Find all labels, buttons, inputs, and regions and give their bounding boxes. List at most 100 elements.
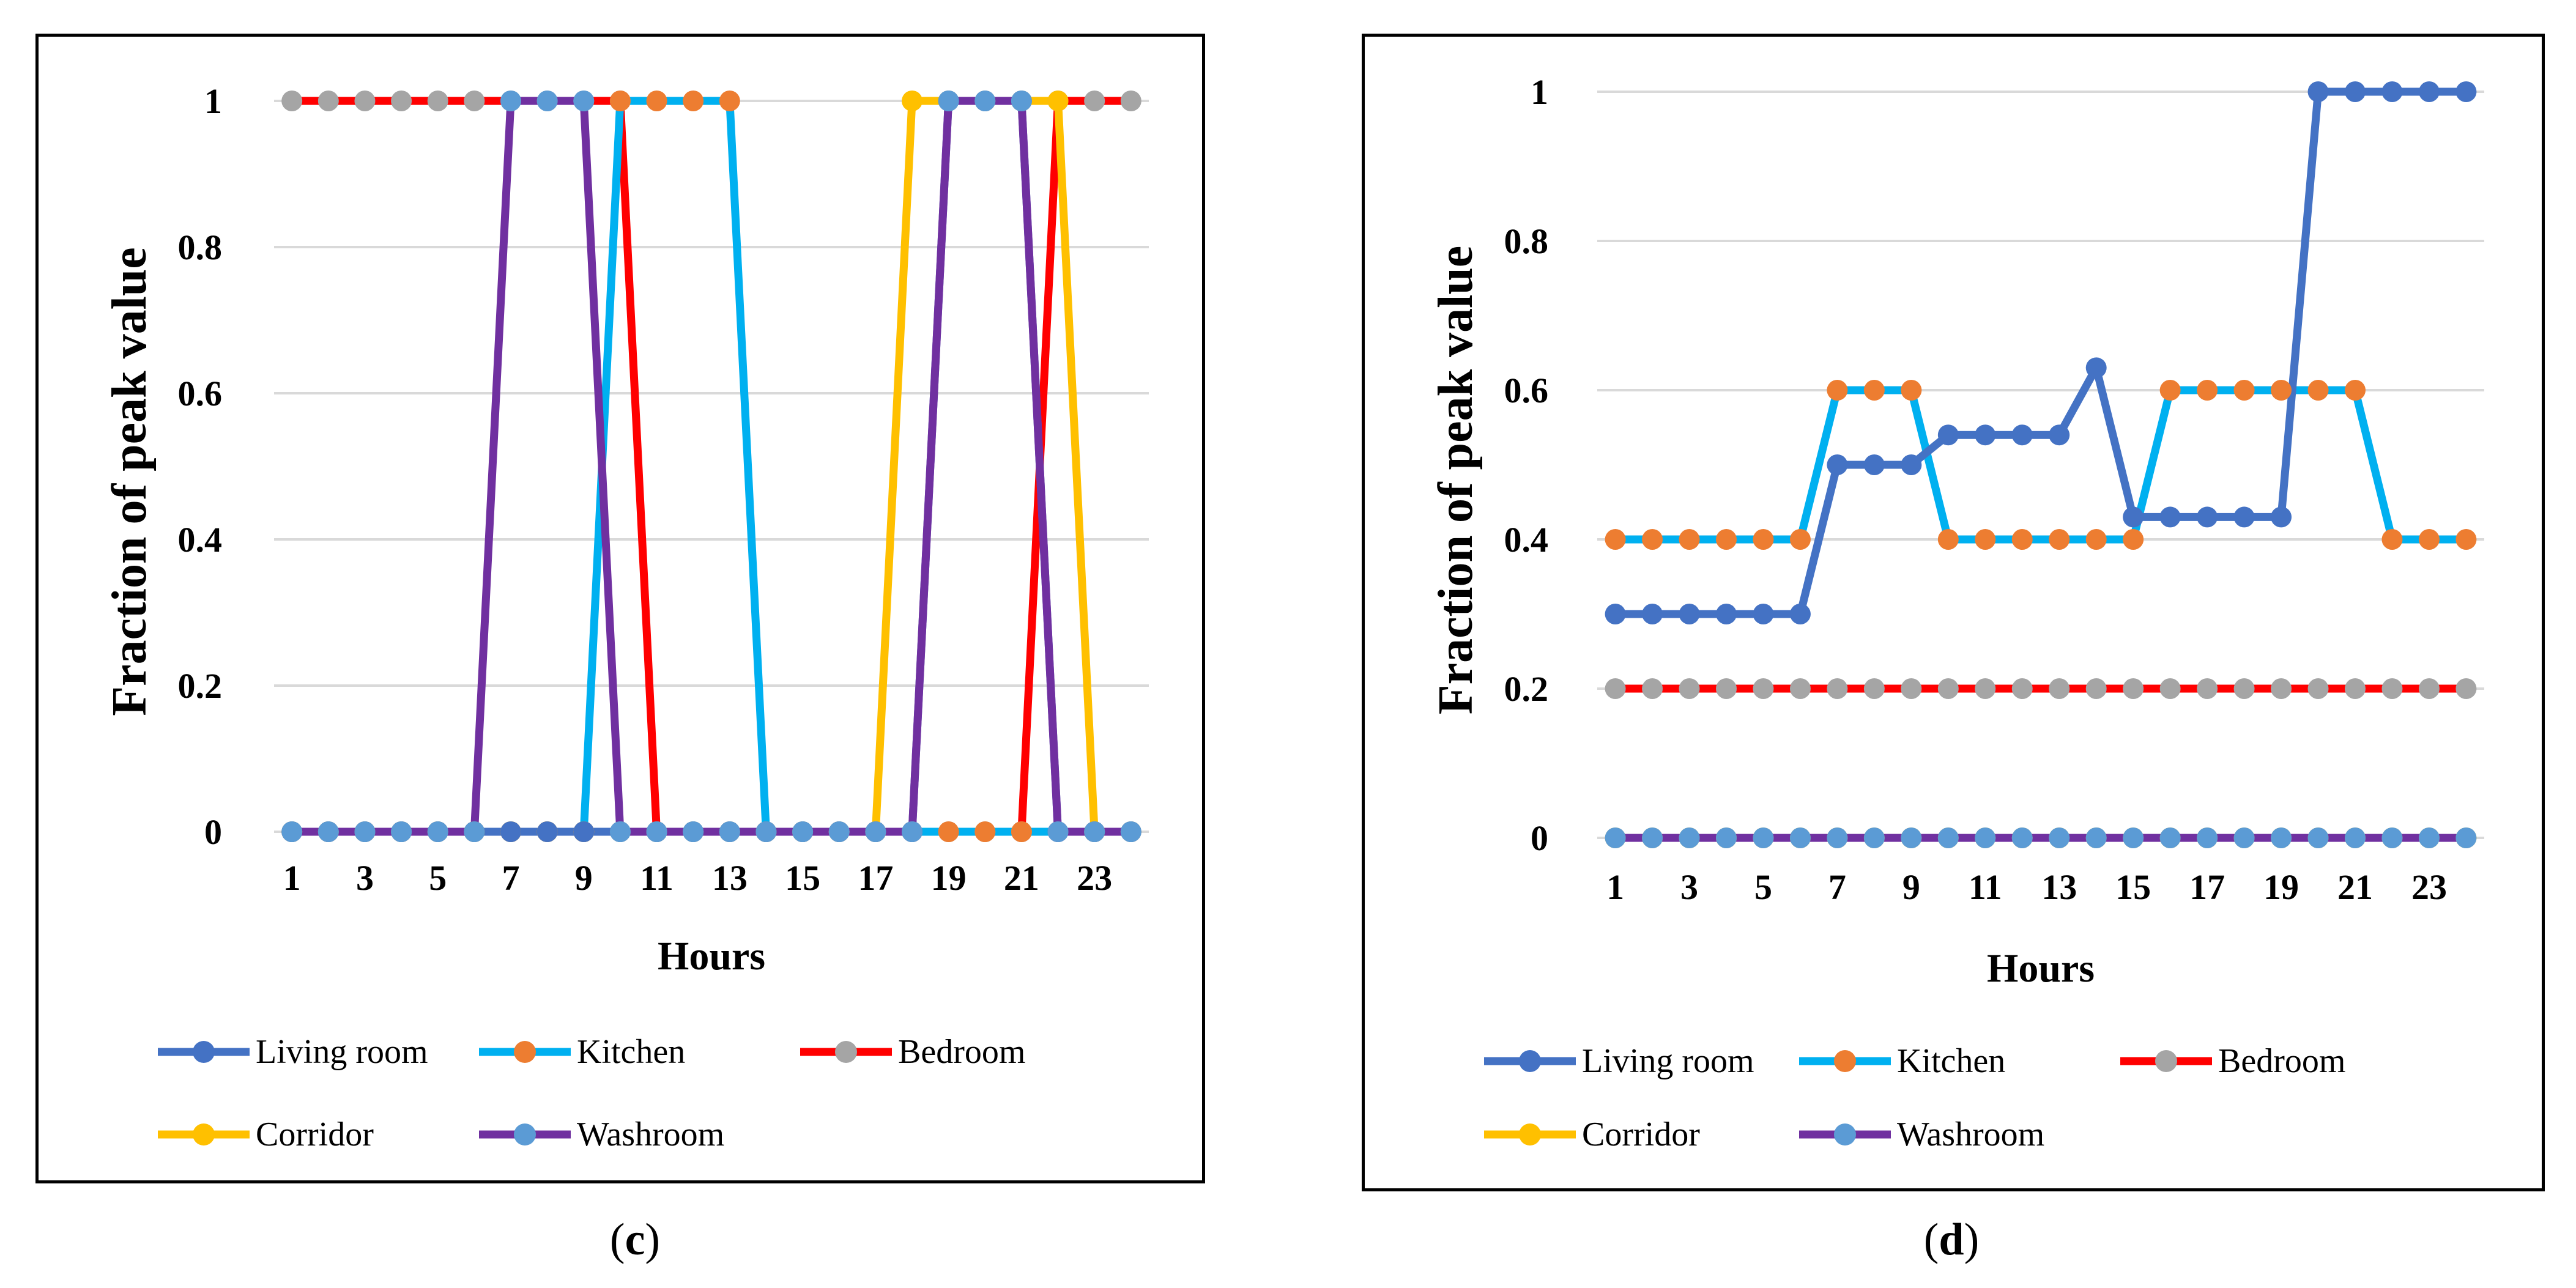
point-washroom [1679, 827, 1700, 848]
legend-label-kitchen: Kitchen [577, 1033, 685, 1071]
point-kitchen [2159, 380, 2181, 401]
legend-label-living-room: Living room [1582, 1042, 1754, 1080]
point-kitchen [719, 91, 740, 111]
point-living-room [1642, 604, 1663, 624]
legend-label-living-room: Living room [256, 1033, 428, 1071]
legend-marker-washroom [1834, 1123, 1856, 1146]
x-tick-label: 3 [356, 858, 374, 898]
point-washroom [2011, 827, 2033, 848]
point-living-room [573, 821, 595, 842]
point-bedroom [1827, 678, 1848, 699]
point-bedroom [2307, 678, 2329, 699]
y-axis-title: Fraction of peak value [103, 247, 157, 716]
point-kitchen [2307, 380, 2329, 401]
point-washroom [2307, 827, 2329, 848]
point-kitchen [2049, 529, 2070, 550]
point-kitchen [2011, 529, 2033, 550]
point-living-room [1679, 604, 1700, 624]
x-tick-label: 11 [1969, 867, 2002, 907]
point-living-room [2233, 506, 2255, 528]
point-washroom [609, 821, 631, 842]
point-bedroom [2085, 678, 2107, 699]
point-bedroom [2455, 678, 2477, 699]
chart-panel-c: 0 0.2 0.4 0.6 0.8 1 1 3 5 7 9 11 13 15 17 19 21 23 Hours Fr… [35, 34, 1205, 1183]
point-corridor [1047, 91, 1069, 111]
point-washroom [828, 821, 850, 842]
caption-c: (c) [609, 1215, 661, 1265]
point-living-room [2418, 81, 2440, 102]
point-bedroom [391, 91, 412, 111]
point-living-room [2197, 506, 2218, 528]
point-washroom [2159, 827, 2181, 848]
y-tick-label: 0.2 [1504, 669, 1549, 709]
point-living-room [2159, 506, 2181, 528]
point-bedroom [2271, 678, 2292, 699]
point-bedroom [1120, 91, 1141, 111]
point-bedroom [317, 91, 339, 111]
point-washroom [2381, 827, 2403, 848]
x-tick-label: 9 [1902, 867, 1920, 907]
point-living-room [500, 821, 522, 842]
x-axis-title: Hours [1987, 946, 2095, 991]
point-living-room [1716, 604, 1737, 624]
point-living-room [2271, 506, 2292, 528]
y-tick-label: 0.4 [1504, 520, 1549, 560]
x-tick-label: 9 [575, 858, 593, 898]
point-living-room [2381, 81, 2403, 102]
point-washroom [646, 821, 667, 842]
point-washroom [317, 821, 339, 842]
point-kitchen [2271, 380, 2292, 401]
x-tick-label: 13 [2041, 867, 2077, 907]
x-tick-label: 23 [2411, 867, 2447, 907]
y-tick-label: 0.4 [178, 520, 223, 560]
point-washroom [2418, 827, 2440, 848]
point-living-room [2455, 81, 2477, 102]
point-washroom [2197, 827, 2218, 848]
point-kitchen [2123, 529, 2144, 550]
point-washroom [1827, 827, 1848, 848]
point-kitchen [1642, 529, 1663, 550]
point-kitchen [2197, 380, 2218, 401]
chart-panel-d: 0 0.2 0.4 0.6 0.8 1 1 3 5 7 9 11 13 15 17 19 21 23 Hours Fr… [1362, 34, 2545, 1191]
x-tick-label: 1 [283, 858, 301, 898]
point-kitchen [1605, 529, 1626, 550]
point-kitchen [1011, 821, 1032, 842]
chart-d: 00.20.40.60.811 3 5 7 9 11 13 15 17 19 21 23HoursFr… [1429, 72, 2484, 1153]
point-washroom [938, 91, 959, 111]
series-line-corridor [292, 97, 1131, 836]
point-bedroom [2011, 678, 2033, 699]
point-washroom [1789, 827, 1811, 848]
point-bedroom [2197, 678, 2218, 699]
legend-marker-washroom [514, 1123, 536, 1146]
x-tick-label: 17 [858, 858, 893, 898]
point-kitchen [1679, 529, 1700, 550]
y-axis-title: Fraction of peak value [1429, 246, 1483, 715]
point-washroom [792, 821, 814, 842]
point-bedroom [1789, 678, 1811, 699]
point-kitchen [2381, 529, 2403, 550]
x-tick-label: 19 [931, 858, 967, 898]
point-kitchen [2418, 529, 2440, 550]
point-bedroom [1975, 678, 1996, 699]
point-washroom [1120, 821, 1141, 842]
x-tick-label: 23 [1077, 858, 1112, 898]
point-washroom [391, 821, 412, 842]
legend-marker-bedroom [835, 1041, 857, 1063]
point-kitchen [1901, 380, 1922, 401]
series-line-bedroom [292, 97, 1131, 836]
point-washroom [719, 821, 740, 842]
point-living-room [1789, 604, 1811, 624]
point-washroom [2085, 827, 2107, 848]
point-kitchen [646, 91, 667, 111]
legend-label-corridor: Corridor [1582, 1116, 1700, 1153]
point-washroom [1084, 821, 1105, 842]
series-line-kitchen [1615, 386, 2467, 544]
point-living-room [2123, 506, 2144, 528]
point-bedroom [1605, 678, 1626, 699]
legend-label-washroom: Washroom [1897, 1116, 2044, 1153]
point-bedroom [1753, 678, 1774, 699]
point-living-room [2344, 81, 2366, 102]
legend-marker-corridor [193, 1123, 215, 1146]
y-tick-label: 0.2 [178, 666, 223, 706]
point-kitchen [2085, 529, 2107, 550]
